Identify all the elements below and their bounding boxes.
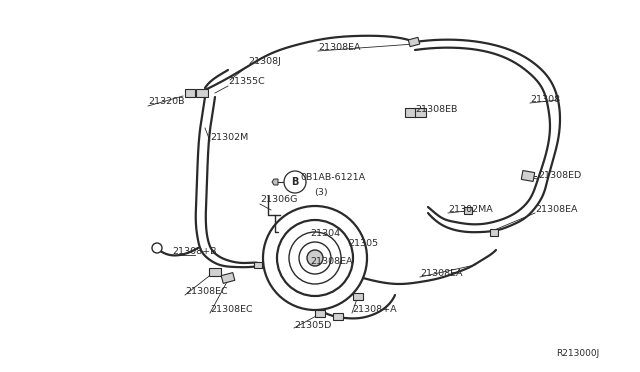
Circle shape (284, 171, 306, 193)
Text: 21306G: 21306G (260, 196, 298, 205)
Text: 21308EA: 21308EA (310, 257, 353, 266)
Text: 21305D: 21305D (294, 321, 332, 330)
Text: 21308+B: 21308+B (172, 247, 216, 257)
Bar (408, 37, 420, 46)
Circle shape (299, 242, 331, 274)
Bar (333, 312, 343, 320)
Bar (490, 228, 498, 235)
Text: 21308ED: 21308ED (538, 171, 581, 180)
Text: 21308EA: 21308EA (420, 269, 463, 279)
Bar (414, 108, 426, 116)
Bar (209, 268, 221, 276)
Bar (405, 108, 415, 116)
Text: 21302M: 21302M (210, 134, 248, 142)
Text: 21308EA: 21308EA (318, 44, 360, 52)
Bar (221, 273, 235, 283)
Text: 21308J: 21308J (248, 58, 281, 67)
Bar (522, 170, 534, 182)
Polygon shape (272, 179, 278, 185)
Bar (254, 262, 262, 268)
Text: (3): (3) (314, 187, 328, 196)
Circle shape (289, 232, 341, 284)
Circle shape (152, 243, 162, 253)
Bar (196, 89, 208, 97)
Text: 21304: 21304 (310, 230, 340, 238)
Text: 21320B: 21320B (148, 97, 184, 106)
Circle shape (307, 250, 323, 266)
Bar (353, 292, 363, 299)
Bar (315, 310, 325, 317)
Text: 21308EC: 21308EC (210, 305, 253, 314)
Circle shape (263, 206, 367, 310)
Text: 21308EC: 21308EC (185, 288, 228, 296)
Text: 21302MA: 21302MA (448, 205, 493, 215)
Text: 21308EA: 21308EA (535, 205, 577, 215)
Bar (185, 89, 195, 97)
Text: 21308: 21308 (530, 96, 560, 105)
Text: 21355C: 21355C (228, 77, 265, 87)
Text: 0B1AB-6121A: 0B1AB-6121A (300, 173, 365, 183)
Circle shape (277, 220, 353, 296)
Text: R213000J: R213000J (556, 350, 599, 359)
Bar (464, 206, 472, 214)
Text: 21308EB: 21308EB (415, 106, 458, 115)
Text: B: B (291, 177, 299, 187)
Text: 21305: 21305 (348, 240, 378, 248)
Text: 21308+A: 21308+A (352, 305, 397, 314)
